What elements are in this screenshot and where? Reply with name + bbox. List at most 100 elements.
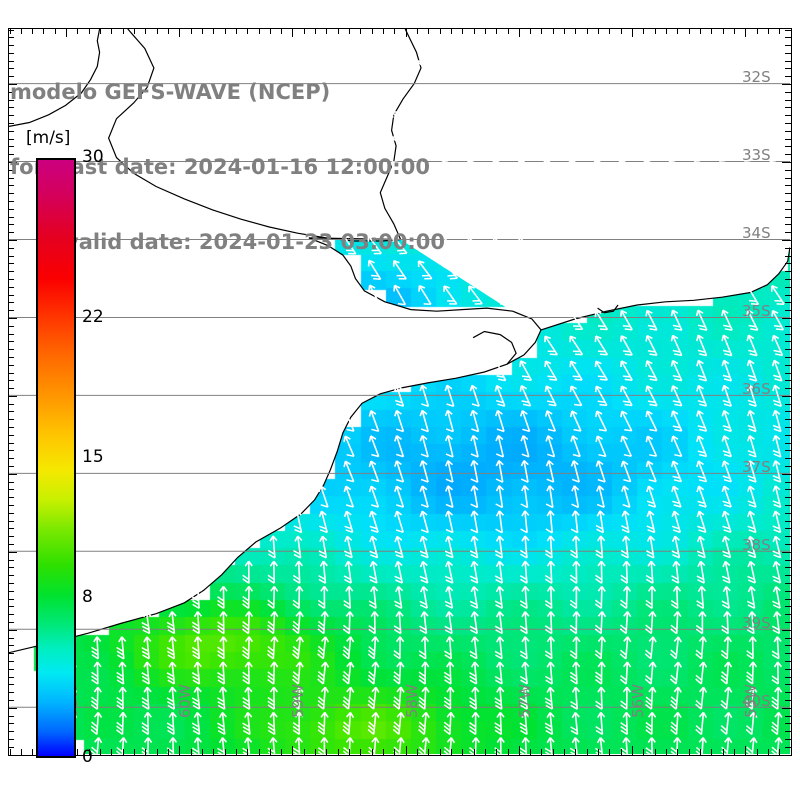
- wind-barb: [317, 661, 330, 685]
- tick-left: [8, 232, 14, 234]
- wind-barb: [393, 611, 404, 635]
- tick-top: [77, 28, 79, 34]
- wind-barb: [718, 35, 737, 53]
- tick-left: [8, 146, 14, 148]
- tick-right: [785, 575, 791, 577]
- wind-barb: [721, 384, 732, 407]
- tick-right: [785, 637, 791, 639]
- wind-barb: [519, 711, 530, 736]
- wind-barb: [544, 636, 556, 660]
- lat-label-37s: 37S: [742, 457, 771, 476]
- tick-left: [8, 645, 14, 647]
- tick-left: [8, 395, 17, 397]
- wind-barb: [469, 611, 479, 635]
- wind-barb: [568, 134, 585, 154]
- tick-left: [8, 255, 14, 257]
- wind-barb: [116, 737, 128, 754]
- tick-left: [8, 559, 14, 561]
- wind-barb: [743, 85, 762, 104]
- tick-left: [8, 505, 14, 507]
- tick-left: [8, 481, 14, 483]
- tick-top: [541, 28, 543, 34]
- wind-barb: [768, 135, 787, 154]
- wind-barb: [670, 309, 683, 331]
- wind-barb: [519, 560, 530, 584]
- tick-top: [371, 28, 373, 34]
- tick-left: [8, 162, 17, 164]
- tick-bottom: [518, 746, 520, 755]
- tick-left: [8, 544, 14, 546]
- wind-barb: [267, 585, 279, 610]
- tick-left: [8, 582, 14, 584]
- wind-barb: [717, 86, 737, 103]
- wind-barb: [519, 385, 532, 407]
- wind-barb: [591, 36, 612, 53]
- tick-right: [785, 544, 791, 546]
- tick-top: [122, 28, 124, 34]
- tick-bottom: [247, 749, 249, 755]
- wind-barb: [594, 310, 609, 331]
- wind-barb: [769, 186, 787, 204]
- tick-top: [213, 28, 215, 34]
- wind-barb: [342, 234, 357, 255]
- wind-barb: [267, 560, 279, 584]
- wind-barb: [467, 185, 484, 204]
- wind-barb: [470, 485, 479, 509]
- wind-barb: [592, 86, 611, 104]
- wind-barb: [494, 409, 505, 433]
- wind-barb: [293, 510, 303, 534]
- wind-barb: [444, 560, 454, 584]
- wind-barb: [441, 210, 459, 230]
- tick-left: [8, 68, 14, 70]
- tick-right: [785, 497, 791, 499]
- coastline-samborombon-bay: [472, 330, 517, 365]
- tick-top: [303, 28, 305, 34]
- wind-barb: [569, 385, 583, 407]
- tick-left: [8, 294, 14, 296]
- wind-barb: [544, 535, 555, 559]
- wind-barb: [721, 309, 733, 331]
- tick-right: [785, 582, 791, 584]
- wind-barb: [695, 636, 707, 660]
- wind-barb: [417, 260, 433, 280]
- wind-barb: [517, 60, 535, 78]
- wind-barb: [495, 485, 504, 509]
- wind-barb: [718, 136, 737, 154]
- tick-bottom: [77, 749, 79, 755]
- wind-barb: [467, 110, 484, 129]
- tick-right: [785, 489, 791, 491]
- wind-barb: [116, 686, 127, 710]
- wind-barb: [721, 485, 732, 508]
- tick-right: [785, 341, 791, 343]
- wind-barb: [618, 135, 636, 154]
- wind-barb: [693, 161, 712, 179]
- wind-barb: [217, 711, 228, 735]
- tick-bottom: [201, 749, 203, 755]
- wind-barb: [594, 636, 607, 660]
- wind-barb: [595, 737, 606, 754]
- wind-barb: [619, 661, 632, 685]
- wind-barb: [191, 661, 202, 685]
- wind-barb: [643, 160, 661, 179]
- tick-bottom: [111, 749, 113, 755]
- wind-barb: [444, 384, 455, 408]
- tick-top: [688, 28, 690, 34]
- wind-barb: [468, 285, 483, 305]
- wind-barb: [191, 711, 202, 735]
- wind-barb: [292, 661, 304, 685]
- wind-barb: [416, 186, 434, 204]
- wind-barb: [692, 86, 712, 103]
- wind-barb: [519, 409, 531, 433]
- tick-right: [785, 201, 791, 202]
- wind-barb: [166, 611, 177, 635]
- wind-barb: [267, 661, 279, 685]
- wind-barb: [541, 60, 561, 78]
- wind-barb: [494, 636, 505, 660]
- wind-barb: [467, 135, 484, 154]
- wind-barb: [494, 711, 505, 736]
- wind-barb: [646, 535, 656, 559]
- wind-barb: [544, 385, 557, 407]
- wind-barb: [343, 510, 354, 534]
- tick-left: [8, 450, 14, 452]
